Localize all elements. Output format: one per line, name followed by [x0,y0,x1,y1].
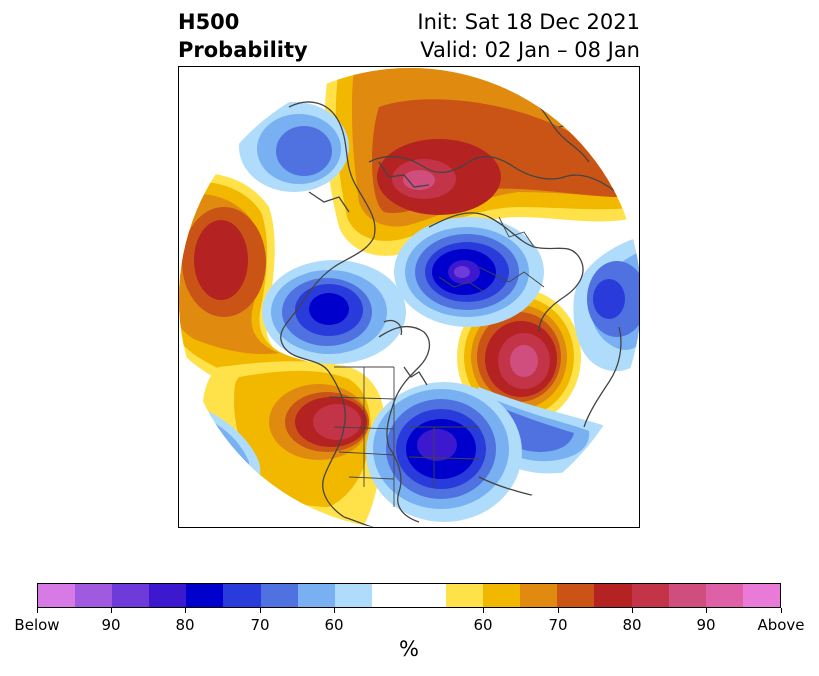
colorbar-tick-label: 90 [101,616,121,634]
init-date: Init: Sat 18 Dec 2021 [417,10,640,34]
colorbar-tick [706,608,707,613]
colorbar-tick-label: 70 [250,616,270,634]
colorbar-segment [446,584,484,607]
colorbar-segment [38,584,76,607]
map-dates: Init: Sat 18 Dec 2021 Valid: 02 Jan – 08… [417,8,640,64]
title-variable: H500 [178,10,240,34]
colorbar-unit: % [399,637,419,661]
state-borders [328,216,545,507]
colorbar-segment [705,584,743,607]
colorbar-segment [557,584,595,607]
colorbar [37,583,781,608]
anomaly-below-east [573,237,639,372]
colorbar-tick [483,608,484,613]
colorbar-segment [186,584,224,607]
colorbar-segment [223,584,261,607]
colorbar-tick-label: Above [757,616,805,634]
colorbar-tick [558,608,559,613]
probability-map [178,66,640,528]
colorbar-tick [111,608,112,613]
anomaly-above-westna [202,361,386,527]
colorbar-segment [260,584,298,607]
colorbar-tick-label: Below [14,616,60,634]
colorbar-tick-label: 80 [622,616,642,634]
colorbar-segment [631,584,669,607]
colorbar-segment [149,584,187,607]
anomaly-below-eastna [366,382,522,522]
map-title: H500 Probability [178,8,308,64]
colorbar-tick [334,608,335,613]
colorbar-segment [742,584,780,607]
colorbar-tick [260,608,261,613]
colorbar-segment [483,584,521,607]
colorbar-tick-label: 80 [175,616,195,634]
colorbar-segment [334,584,372,607]
colorbar-segment [75,584,113,607]
colorbar-tick [185,608,186,613]
anomaly-below-northwest [239,102,349,192]
colorbar-tick [37,608,38,613]
colorbar-segment [408,584,447,607]
colorbar-segment [297,584,335,607]
colorbar-segment [112,584,150,607]
title-type: Probability [178,38,308,62]
colorbar-tick [632,608,633,613]
colorbar-tick-label: 60 [473,616,493,634]
valid-date: Valid: 02 Jan – 08 Jan [420,38,640,62]
map-svg [179,68,639,527]
colorbar-segment [668,584,706,607]
colorbar-segment [594,584,632,607]
anomaly-below-pole [394,217,544,327]
colorbar-segment [520,584,558,607]
globe-disk [179,68,639,527]
anomaly-below-eastasia [262,260,406,364]
colorbar-tick [781,608,782,613]
colorbar-tick-label: 70 [548,616,568,634]
colorbar-segment [371,584,409,607]
colorbar-tick-label: 90 [696,616,716,634]
colorbar-tick-label: 60 [324,616,344,634]
